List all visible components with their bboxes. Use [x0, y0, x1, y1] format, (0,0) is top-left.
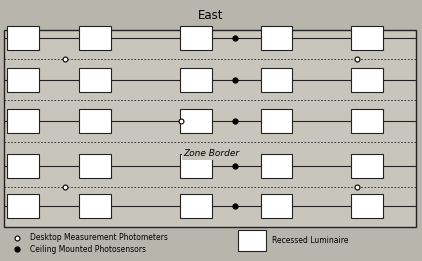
Bar [181, 68, 212, 92]
Bar [261, 68, 292, 92]
Bar [8, 109, 39, 133]
Bar [181, 194, 212, 218]
Bar [238, 230, 266, 251]
Bar [351, 68, 383, 92]
Bar [261, 154, 292, 178]
Bar [4, 30, 416, 227]
Bar [79, 109, 111, 133]
Bar [79, 154, 111, 178]
Bar [181, 109, 212, 133]
Bar [8, 154, 39, 178]
Bar [79, 26, 111, 50]
Bar [261, 109, 292, 133]
Bar [351, 109, 383, 133]
Bar [351, 194, 383, 218]
Bar [8, 194, 39, 218]
Text: Desktop Measurement Photometers: Desktop Measurement Photometers [30, 233, 168, 242]
Bar [351, 154, 383, 178]
Bar [181, 26, 212, 50]
Text: Zone Border: Zone Border [183, 150, 239, 158]
Bar [8, 68, 39, 92]
Bar [261, 194, 292, 218]
Bar [8, 26, 39, 50]
Bar [181, 154, 212, 178]
Bar [261, 26, 292, 50]
Text: Ceiling Mounted Photosensors: Ceiling Mounted Photosensors [30, 245, 146, 254]
Bar [79, 68, 111, 92]
Text: Recessed Luminaire: Recessed Luminaire [272, 236, 349, 245]
Bar [351, 26, 383, 50]
Text: East: East [198, 9, 224, 22]
Bar [79, 194, 111, 218]
